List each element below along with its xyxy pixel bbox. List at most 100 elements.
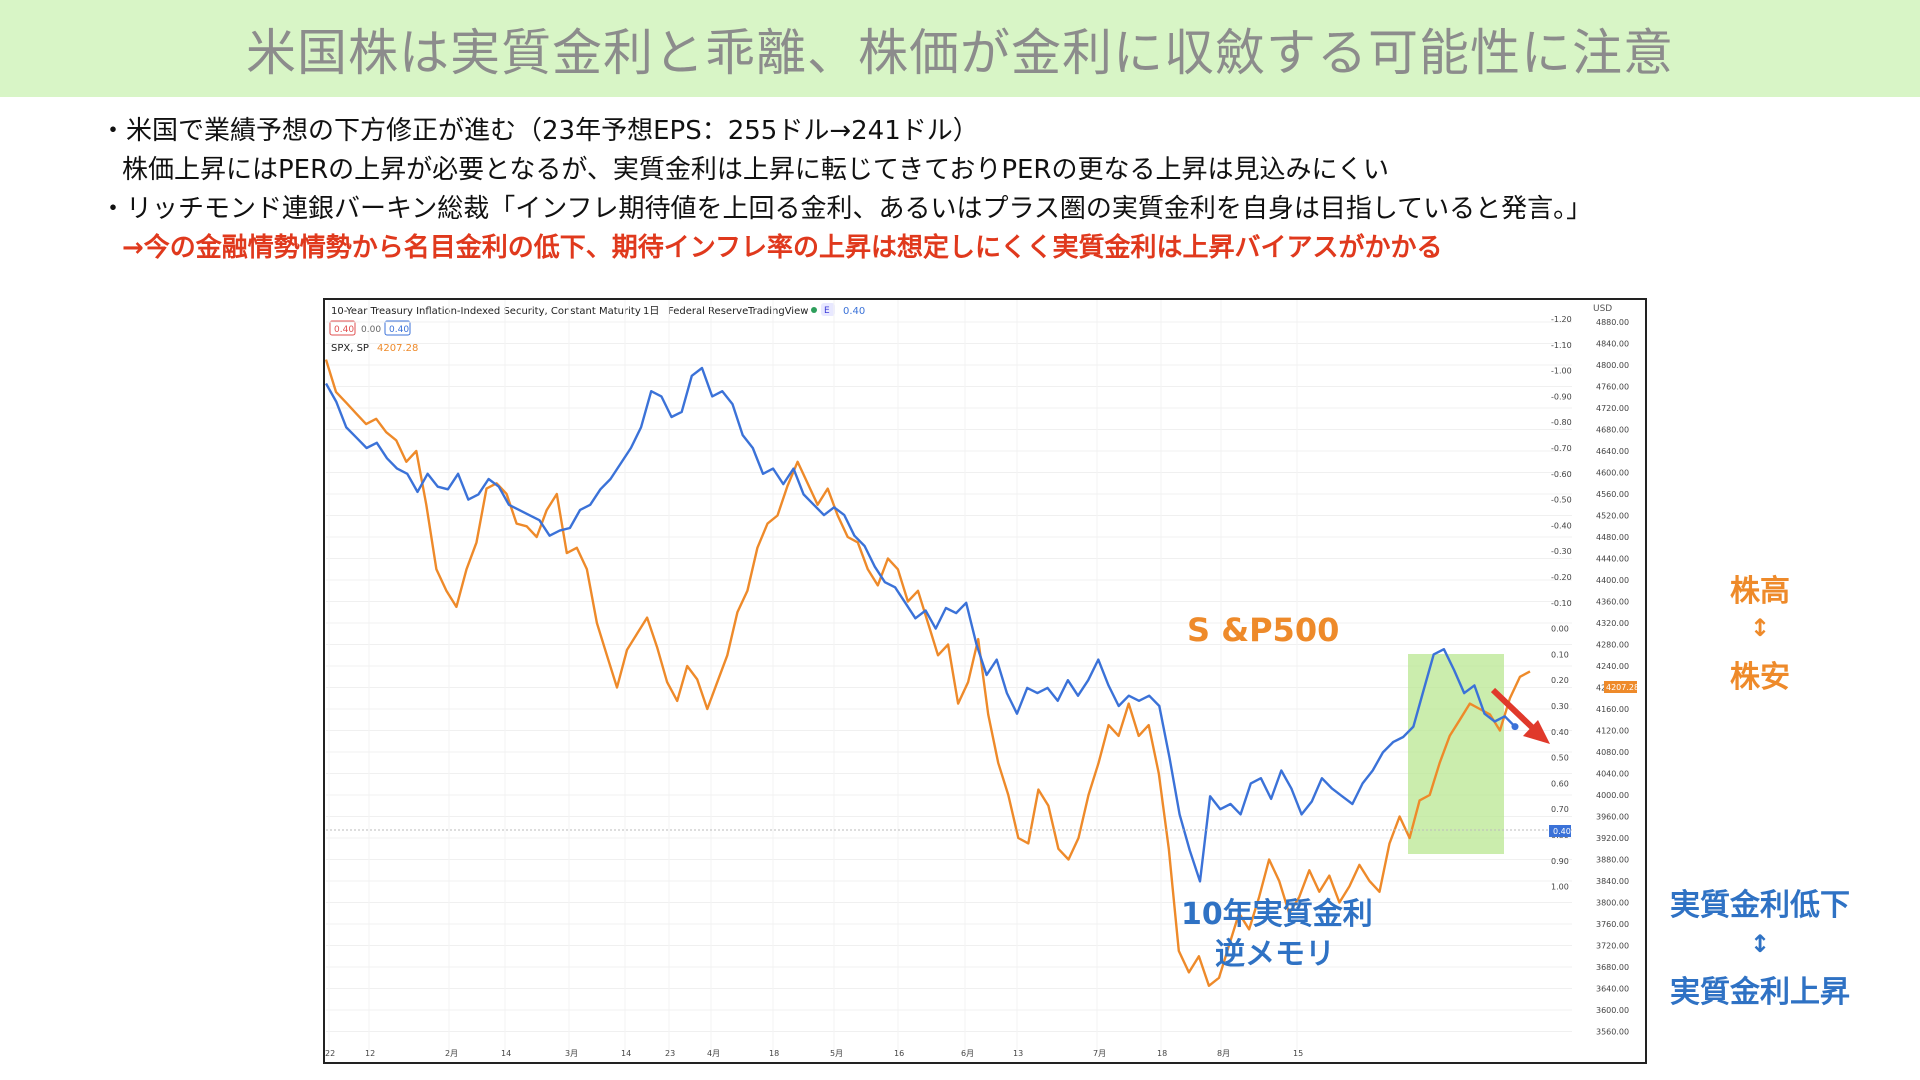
x-tick-label: 18	[1157, 1049, 1167, 1058]
status-dot-icon	[811, 307, 817, 313]
usd-tick-label: 4680.00	[1596, 426, 1629, 435]
rate-tick-label: 0.50	[1551, 754, 1569, 763]
real-rate-endpoint	[1511, 723, 1519, 731]
y-axis-left-values: -1.20 -1.10 -1.00 -0.90 -0.80 -0.70 -0.60 -0.50…	[1551, 315, 1572, 892]
rate-tick-label: -0.10	[1551, 599, 1572, 608]
rate-tick-label: 0.10	[1551, 650, 1569, 659]
x-tick-label: 4月	[707, 1049, 720, 1058]
usd-tick-label: 3800.00	[1596, 899, 1629, 908]
page-title: 米国株は実質金利と乖離、株価が金利に収斂する可能性に注意	[246, 23, 1674, 82]
usd-tick-label: 4600.00	[1596, 469, 1629, 478]
rate-tick-label: -0.90	[1551, 392, 1572, 401]
x-tick-label: 6月	[961, 1049, 974, 1058]
rate-tick-label: 0.90	[1551, 857, 1569, 866]
bullet-per: 株価上昇にはPERの上昇が必要となるが、実質金利は上昇に転じてきておりPERの更…	[122, 155, 1389, 185]
x-tick-label: 22	[325, 1049, 335, 1058]
bullet-eps: ・米国で業績予想の下方修正が進む（23年予想EPS：255ドル→241ドル）	[100, 116, 979, 146]
usd-tick-label: 4440.00	[1596, 555, 1629, 564]
bullet-barkin: ・リッチモンド連銀バーキン総裁「インフレ期待値を上回る金利、あるいはプラス圏の実…	[100, 194, 1593, 224]
inverted-scale-annotation: 逆メモリ	[1215, 937, 1335, 972]
rate-up-label: 実質金利上昇	[1670, 975, 1850, 1010]
currency-label: USD	[1593, 304, 1612, 314]
usd-tick-label: 3960.00	[1596, 813, 1629, 822]
rate-arrow-icon: ↕	[1749, 930, 1771, 958]
rate-tick-label: -1.10	[1551, 341, 1572, 350]
rate-tick-label: -0.30	[1551, 547, 1572, 556]
rate-tick-label: -0.20	[1551, 573, 1572, 582]
chart-frame: 10-Year Treasury Inflation-Indexed Secur…	[323, 298, 1647, 1064]
ohlc-3: 0.40	[389, 325, 409, 335]
series2-title: SPX, SP	[331, 343, 369, 354]
x-tick-label: 12	[365, 1049, 375, 1058]
red-arrow-icon	[1523, 720, 1550, 744]
y-axis-usd: 4880.00 4840.00 4800.00 4760.00 4720.00 4680.…	[1596, 318, 1629, 1037]
x-tick-label: 16	[894, 1049, 904, 1058]
usd-tick-label: 4040.00	[1596, 770, 1629, 779]
spx-current-tag-text: 4207.28	[1606, 683, 1639, 692]
rate-tick-label: 0.70	[1551, 805, 1569, 814]
platform-label: TradingView	[747, 306, 808, 317]
usd-tick-label: 3920.00	[1596, 834, 1629, 843]
rate-tick-label: -0.60	[1551, 470, 1572, 479]
x-tick-label: 7月	[1093, 1049, 1106, 1058]
rate-tick-label: 0.20	[1551, 676, 1569, 685]
x-tick-label: 8月	[1217, 1049, 1230, 1058]
rate-tick-label: -0.80	[1551, 418, 1572, 427]
x-tick-label: 15	[1293, 1049, 1303, 1058]
stock-high-label: 株高	[1730, 574, 1790, 609]
usd-tick-label: 4160.00	[1596, 705, 1629, 714]
usd-tick-label: 3880.00	[1596, 856, 1629, 865]
source-label: Federal Reserve	[668, 306, 748, 317]
usd-tick-label: 3760.00	[1596, 920, 1629, 929]
usd-tick-label: 4520.00	[1596, 512, 1629, 521]
bullet-list: ・米国で業績予想の下方修正が進む（23年予想EPS：255ドル→241ドル） 株…	[100, 112, 1900, 268]
series-spx-line	[324, 359, 1531, 987]
x-tick-label: 5月	[830, 1049, 843, 1058]
chart-svg: 10-Year Treasury Inflation-Indexed Secur…	[324, 300, 1639, 1058]
rate-current-tag	[1549, 825, 1571, 837]
bullet-conclusion: →今の金融情勢情勢から名目金利の低下、期待インフレ率の上昇は想定しにくく実質金利…	[122, 233, 1443, 263]
rate-tick-label: -0.70	[1551, 444, 1572, 453]
usd-tick-label: 3560.00	[1596, 1028, 1629, 1037]
usd-tick-label: 4840.00	[1596, 340, 1629, 349]
series-real-rate-line	[324, 366, 1516, 883]
usd-tick-label: 3720.00	[1596, 942, 1629, 951]
usd-tick-label: 4560.00	[1596, 490, 1629, 499]
rate-tick-label: -1.00	[1551, 367, 1572, 376]
x-tick-label: 2月	[445, 1049, 458, 1058]
x-tick-label: 14	[501, 1049, 511, 1058]
usd-tick-label: 4480.00	[1596, 533, 1629, 542]
x-tick-label: 13	[1013, 1049, 1023, 1058]
usd-tick-label: 4360.00	[1596, 598, 1629, 607]
title-bar: 米国株は実質金利と乖離、株価が金利に収斂する可能性に注意	[0, 0, 1920, 97]
ohlc-2: 0.00	[361, 325, 381, 335]
rate-down-label: 実質金利低下	[1670, 888, 1850, 923]
ohlc-1: 0.40	[334, 325, 354, 335]
red-arrow-shaft	[1490, 687, 1541, 736]
grid-lines	[326, 300, 1572, 1052]
usd-tick-label: 4800.00	[1596, 361, 1629, 370]
rate-tick-label: -1.20	[1551, 315, 1572, 324]
usd-tick-label: 3840.00	[1596, 877, 1629, 886]
highlight-region	[1408, 654, 1504, 854]
usd-tick-label: 4080.00	[1596, 748, 1629, 757]
usd-tick-label: 4640.00	[1596, 447, 1629, 456]
series2-value: 4207.28	[377, 343, 418, 354]
usd-tick-label: 4760.00	[1596, 383, 1629, 392]
x-tick-label: 14	[621, 1049, 631, 1058]
spx-current-tag	[1604, 681, 1637, 693]
rate-tick-label: 1.00	[1551, 883, 1569, 892]
rate-tick-label: -0.40	[1551, 521, 1572, 530]
rate-tick-label: -0.50	[1551, 496, 1572, 505]
rate-current-tag-text: 0.40	[1553, 827, 1571, 836]
stock-arrow-icon: ↕	[1749, 614, 1771, 642]
badge-e	[821, 303, 835, 316]
series1-value: 0.40	[843, 306, 865, 317]
real-rate-annotation: 10年実質金利	[1181, 897, 1373, 932]
x-tick-label: 3月	[565, 1049, 578, 1058]
usd-tick-label: 4000.00	[1596, 791, 1629, 800]
series-layer	[324, 359, 1531, 987]
usd-tick-label: 3640.00	[1596, 985, 1629, 994]
badge-e-text: E	[824, 306, 830, 316]
usd-tick-label: 4320.00	[1596, 619, 1629, 628]
